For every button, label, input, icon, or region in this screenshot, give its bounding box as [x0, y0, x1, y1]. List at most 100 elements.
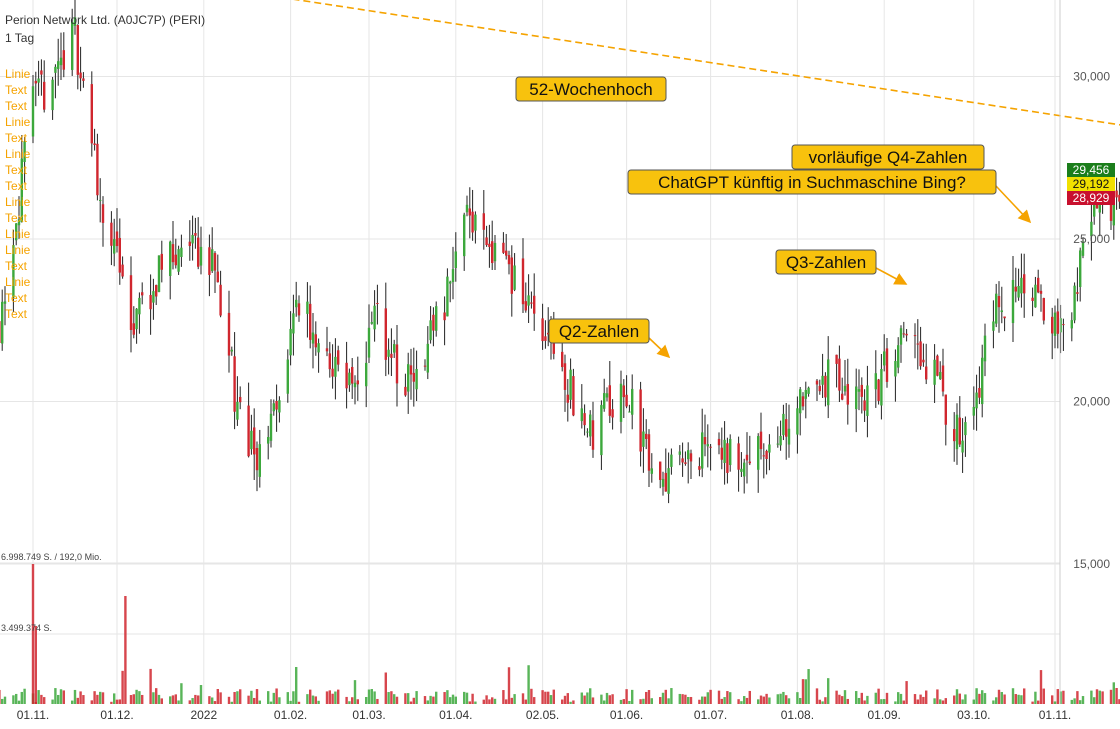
drawing-tool-item[interactable]: Linie [5, 243, 31, 257]
candle-body [219, 284, 222, 316]
volume-bar [493, 698, 497, 704]
volume-spike [124, 596, 127, 704]
volume-bar [801, 679, 805, 704]
volume-bar [818, 699, 821, 704]
x-tick-label: 01.04. [439, 708, 472, 722]
drawing-tool-item[interactable]: Text [5, 83, 28, 97]
volume-bar [941, 700, 945, 704]
volume-bar [689, 696, 693, 704]
candle-body [334, 356, 337, 377]
volume-bar [309, 689, 312, 704]
volume-bar [647, 690, 651, 704]
candle-body [533, 295, 536, 314]
candle-body [684, 462, 687, 464]
volume-bar [454, 696, 457, 704]
volume-bar [113, 693, 116, 704]
candle-body [670, 454, 673, 467]
volume-bar [821, 701, 824, 704]
candle-body [409, 365, 413, 375]
annotation-chatgpt: ChatGPT künftig in Suchmaschine Bing? [627, 169, 997, 195]
candle-body [211, 249, 214, 272]
volume-bar [1003, 694, 1006, 704]
drawing-tool-item[interactable]: Linie [5, 115, 31, 129]
candle-body [768, 444, 771, 453]
volume-bar [409, 701, 413, 704]
volume-bar [272, 692, 275, 704]
volume-bar [432, 696, 435, 704]
drawing-tool-item[interactable]: Linie [5, 275, 31, 289]
drawing-tool-item[interactable]: Text [5, 211, 28, 225]
volume-bar [855, 691, 858, 704]
candle-body [275, 400, 278, 410]
candle-body [997, 296, 1001, 308]
drawing-tool-item[interactable]: Text [5, 291, 28, 305]
volume-bar [1112, 682, 1115, 704]
grid-lines [0, 0, 1060, 704]
candle-body [488, 243, 491, 247]
candle-body [953, 429, 956, 442]
drawing-tool-item[interactable]: Text [5, 179, 28, 193]
drawing-tool-item[interactable]: Linie [5, 147, 31, 161]
volume-bar [20, 691, 23, 704]
drawing-tool-item[interactable]: Text [5, 259, 28, 273]
interval-label: 1 Tag [5, 31, 35, 45]
volume-bar [351, 697, 354, 704]
volume-bar [404, 693, 407, 704]
drawing-tool-item[interactable]: Text [5, 307, 28, 321]
candle-body [471, 211, 474, 233]
volume-bar [485, 695, 488, 704]
candle-body [827, 359, 830, 406]
candle-body [776, 443, 779, 445]
drawing-tool-item[interactable]: Linie [5, 195, 31, 209]
annotation-labels[interactable]: 52-Wochenhoch vorläufige Q4-Zahlen ChatGPT… [515, 76, 997, 344]
candle-body [863, 400, 866, 411]
drawing-tool-item[interactable]: Text [5, 131, 28, 145]
candle-body [155, 285, 158, 297]
volume-bar [815, 688, 819, 704]
drawing-tool-item[interactable]: Linie [5, 67, 31, 81]
candle-body [958, 417, 961, 445]
volume-bar [387, 692, 390, 704]
candle-body [20, 158, 23, 223]
candle-body [233, 356, 236, 412]
volume-bar [944, 698, 947, 704]
annotation-arrow-q3 [875, 267, 908, 285]
drawing-tool-item[interactable]: Text [5, 163, 28, 177]
volume-bar [827, 678, 830, 704]
volume-bar [306, 694, 309, 704]
candle-body [913, 335, 917, 337]
candle-body [407, 364, 410, 392]
trendline-layer[interactable] [75, 0, 1120, 126]
candle-body [171, 244, 175, 263]
volume-bar [664, 689, 667, 704]
candle-body [227, 312, 231, 356]
volume-bar [709, 689, 712, 704]
candle-body [905, 333, 908, 336]
candle-body [689, 453, 693, 462]
volume-bar [824, 697, 827, 704]
candle-body [37, 78, 40, 83]
volume-bar [278, 697, 281, 704]
candle-body [835, 354, 838, 364]
candle-body [874, 373, 877, 390]
volume-bar [835, 690, 838, 704]
volume-bar [541, 690, 544, 704]
volume-bar [1118, 699, 1120, 704]
volume-bar [563, 695, 567, 704]
candle-body [429, 320, 432, 341]
volume-bar [978, 693, 981, 704]
volume-bar [99, 691, 102, 704]
volume-bar [533, 697, 536, 704]
candle-body [258, 444, 261, 477]
volume-bar [412, 697, 415, 704]
candle-body [1115, 190, 1118, 198]
drawing-tool-item[interactable]: Text [5, 99, 28, 113]
candle-body [96, 143, 99, 196]
volume-bar [54, 688, 57, 704]
candle-body [160, 253, 163, 270]
candle-body [365, 362, 368, 387]
drawing-tool-item[interactable]: Linie [5, 227, 31, 241]
volume-bar [415, 691, 418, 704]
candle-body [493, 242, 497, 262]
